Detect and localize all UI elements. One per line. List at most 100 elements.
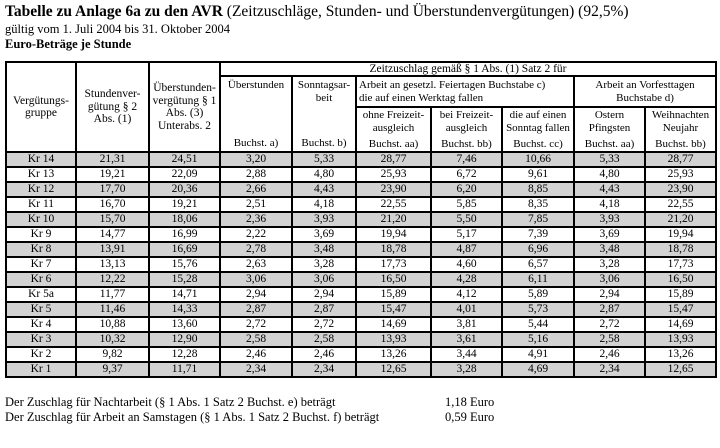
value-cell: 17,73 [355,256,432,273]
value-cell: 16,50 [355,271,432,288]
table-row: Kr 5 11,46 14,33 2,87 2,87 15,47 4,01 5,73 2,87 1… [5,301,717,318]
value-cell: 12,65 [644,361,717,378]
value-cell: 2,51 [219,196,293,213]
value-cell: 12,28 [148,346,221,363]
table-row: Kr 6 12,22 15,28 3,06 3,06 16,50 4,28 6,11 3,06 1… [5,271,717,288]
value-cell: 23,90 [355,181,432,198]
value-cell: 5,89 [501,286,575,303]
group-cell: Kr 13 [5,166,77,183]
value-cell: 20,36 [148,181,221,198]
value-cell: 4,43 [573,181,646,198]
value-cell: 15,47 [355,301,432,318]
value-cell: 6,57 [501,256,575,273]
value-cell: 6,20 [430,181,503,198]
header-ostern-pfingsten: Ostern Pfingsten Buchst. aa) [573,106,646,153]
value-cell: 3,06 [219,271,293,288]
value-cell: 2,78 [219,241,293,258]
value-cell: 3,48 [573,241,646,258]
value-cell: 2,87 [291,301,357,318]
value-cell: 2,46 [573,346,646,363]
value-cell: 15,47 [644,301,717,318]
document-page: Tabelle zu Anlage 6a zu den AVR (Zeitzus… [5,3,720,424]
footer-samstage: Der Zuschlag für Arbeit an Samstagen (§ … [5,410,720,425]
footer-nachtarbeit-amount: 1,18 Euro [445,395,495,409]
value-cell: 2,88 [219,166,293,183]
value-cell: 3,69 [291,226,357,243]
document-title-bold: Tabelle zu Anlage 6a zu den AVR [5,3,223,20]
group-cell: Kr 2 [5,346,77,363]
value-cell: 15,89 [355,286,432,303]
footer-notes: Der Zuschlag für Nachtarbeit (§ 1 Abs. 1… [5,395,720,424]
value-cell: 2,87 [573,301,646,318]
value-cell: 4,60 [430,256,503,273]
value-cell: 2,46 [219,346,293,363]
header-ueberstunden: Überstunden Buchst. a) [219,75,293,153]
group-cell: Kr 1 [5,361,77,378]
table-row: Kr 12 17,70 20,36 2,66 4,43 23,90 6,20 8,85 4,43… [5,181,717,198]
group-cell: Kr 7 [5,256,77,273]
value-cell: 5,44 [501,316,575,333]
value-cell: 4,69 [501,361,575,378]
value-cell: 2,72 [291,316,357,333]
value-cell: 19,94 [644,226,717,243]
value-cell: 11,46 [75,301,150,318]
value-cell: 6,11 [501,271,575,288]
value-cell: 10,32 [75,331,150,348]
value-cell: 5,17 [430,226,503,243]
header-verguetungsgruppe: Vergütungs- gruppe [5,61,77,153]
value-cell: 3,06 [573,271,646,288]
value-cell: 13,93 [644,331,717,348]
value-cell: 5,50 [430,211,503,228]
value-cell: 10,88 [75,316,150,333]
header-sonntagsarbeit: Sonntagsar- beit Buchst. b) [291,75,357,153]
table-row: Kr 13 19,21 22,09 2,88 4,80 25,93 6,72 9,61 4,80… [5,166,717,183]
group-cell: Kr 11 [5,196,77,213]
value-cell: 22,09 [148,166,221,183]
group-cell: Kr 5a [5,286,77,303]
value-cell: 2,36 [219,211,293,228]
value-cell: 12,90 [148,331,221,348]
value-cell: 3,20 [219,151,293,168]
value-cell: 16,99 [148,226,221,243]
value-cell: 13,91 [75,241,150,258]
group-cell: Kr 9 [5,226,77,243]
value-cell: 2,46 [291,346,357,363]
value-cell: 4,01 [430,301,503,318]
table-row: Kr 9 14,77 16,99 2,22 3,69 19,94 5,17 7,39 3,69 1… [5,226,717,243]
header-ohne-freizeitausgleich: ohne Freizeit- ausgleich Buchst. aa) [355,106,432,153]
value-cell: 12,65 [355,361,432,378]
footer-samstage-label: Der Zuschlag für Arbeit an Samstagen (§ … [5,409,380,424]
value-cell: 13,26 [644,346,717,363]
value-cell: 2,58 [573,331,646,348]
value-cell: 18,78 [355,241,432,258]
value-cell: 3,44 [430,346,503,363]
value-cell: 4,12 [430,286,503,303]
subtitle-line: Euro-Beträge je Stunde [5,37,132,51]
value-cell: 19,94 [355,226,432,243]
value-cell: 21,20 [355,211,432,228]
value-cell: 2,34 [291,361,357,378]
value-cell: 5,16 [501,331,575,348]
value-cell: 28,77 [355,151,432,168]
value-cell: 22,55 [644,196,717,213]
value-cell: 9,82 [75,346,150,363]
value-cell: 12,22 [75,271,150,288]
value-cell: 6,72 [430,166,503,183]
value-cell: 14,69 [644,316,717,333]
value-cell: 17,70 [75,181,150,198]
value-cell: 23,90 [644,181,717,198]
table-row: Kr 7 13,13 15,76 2,63 3,28 17,73 4,60 6,57 3,28 1… [5,256,717,273]
group-cell: Kr 4 [5,316,77,333]
table-row: Kr 14 21,31 24,51 3,20 5,33 28,77 7,46 10,66 5,3… [5,151,717,168]
value-cell: 3,28 [291,256,357,273]
value-cell: 5,73 [501,301,575,318]
document-title-rest: (Zeitzuschläge, Stunden- und Überstunden… [222,3,629,20]
value-cell: 4,80 [291,166,357,183]
value-cell: 2,87 [219,301,293,318]
value-cell: 5,33 [291,151,357,168]
value-cell: 2,72 [219,316,293,333]
header-weihnachten-neujahr: Weihnachten Neujahr Buchst. bb) [644,106,717,153]
value-cell: 4,43 [291,181,357,198]
table-row: Kr 10 15,70 18,06 2,36 3,93 21,20 5,50 7,85 3,93… [5,211,717,228]
value-cell: 4,18 [573,196,646,213]
